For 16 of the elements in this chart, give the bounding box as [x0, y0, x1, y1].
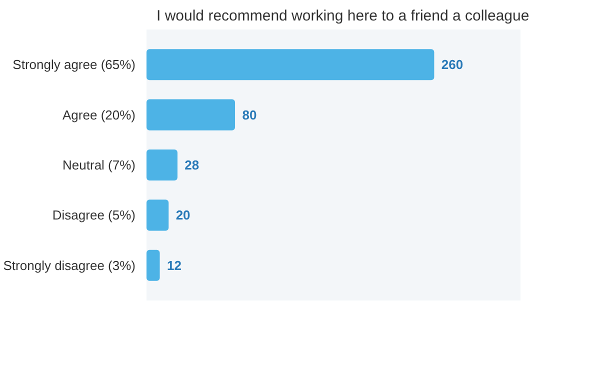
y-tick-label: Disagree (5%): [52, 208, 136, 223]
data-label: 80: [242, 107, 257, 122]
data-label: 20: [176, 208, 190, 223]
bar: [146, 99, 236, 130]
bar: [146, 149, 178, 181]
data-label: 12: [166, 258, 182, 273]
bar: [146, 250, 160, 281]
bar: [146, 49, 434, 80]
data-label: 260: [441, 57, 464, 72]
chart-title: I would recommend working here to a friend a colleague: [156, 8, 530, 24]
y-tick-label: Strongly agree (65%): [12, 57, 136, 72]
y-tick-label: Neutral (7%): [62, 158, 136, 172]
y-tick-label: Strongly disagree (3%): [3, 258, 136, 273]
data-label: 28: [184, 158, 200, 172]
y-tick-label: Agree (20%): [62, 107, 136, 122]
bar: [146, 200, 169, 231]
